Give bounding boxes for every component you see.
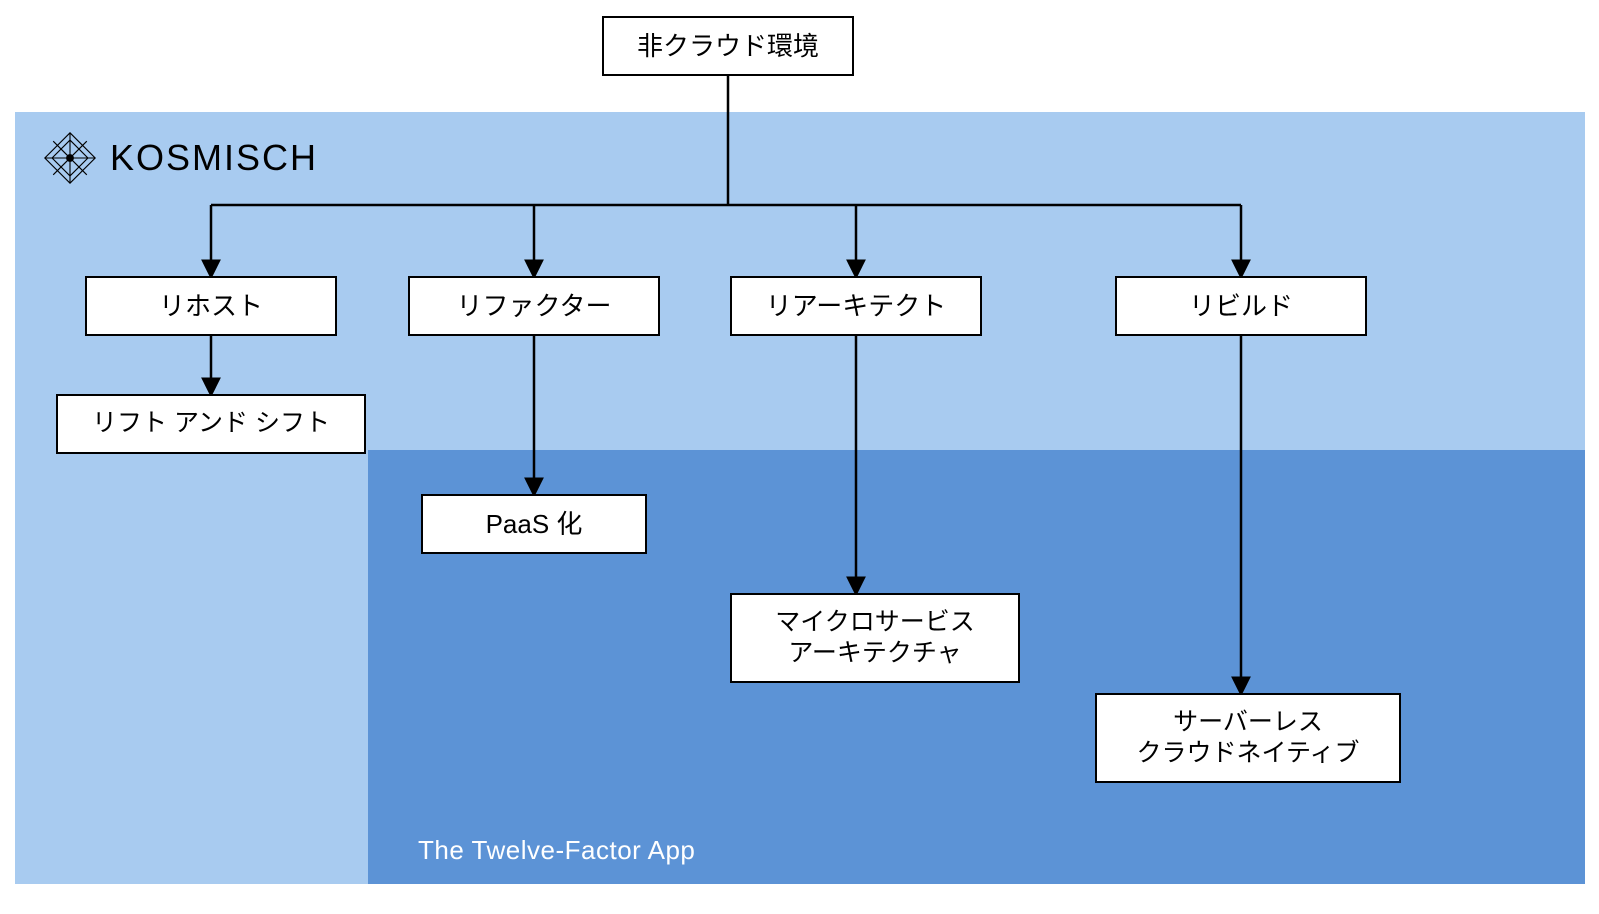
brand-kosmisch: KOSMISCH bbox=[42, 130, 318, 186]
node-label: マイクロサービスアーキテクチャ bbox=[775, 607, 975, 670]
node-rebuild: リビルド bbox=[1115, 276, 1367, 336]
node-label: 非クラウド環境 bbox=[637, 30, 819, 63]
brand-text: KOSMISCH bbox=[110, 137, 318, 179]
node-serverless-cloud-native: サーバーレスクラウドネイティブ bbox=[1095, 693, 1401, 783]
node-label: リホスト bbox=[159, 290, 263, 323]
node-label: リビルド bbox=[1189, 290, 1293, 323]
node-label: リアーキテクト bbox=[766, 290, 946, 323]
node-label: リファクター bbox=[457, 290, 612, 323]
node-lift-and-shift: リフト アンド シフト bbox=[56, 394, 366, 454]
node-paas: PaaS 化 bbox=[421, 494, 647, 554]
node-label: リフト アンド シフト bbox=[92, 408, 330, 439]
kosmisch-logo-icon bbox=[42, 130, 98, 186]
node-label: サーバーレスクラウドネイティブ bbox=[1136, 707, 1359, 770]
node-rearchitect: リアーキテクト bbox=[730, 276, 982, 336]
region-twelve-factor-label: The Twelve-Factor App bbox=[418, 835, 695, 866]
node-microservices: マイクロサービスアーキテクチャ bbox=[730, 593, 1020, 683]
node-non-cloud-env: 非クラウド環境 bbox=[602, 16, 854, 76]
node-rehost: リホスト bbox=[85, 276, 337, 336]
diagram-canvas: The Twelve-Factor App KOSMISCH 非クラウド bbox=[0, 0, 1599, 914]
node-refactor: リファクター bbox=[408, 276, 660, 336]
node-label: PaaS 化 bbox=[486, 508, 583, 541]
